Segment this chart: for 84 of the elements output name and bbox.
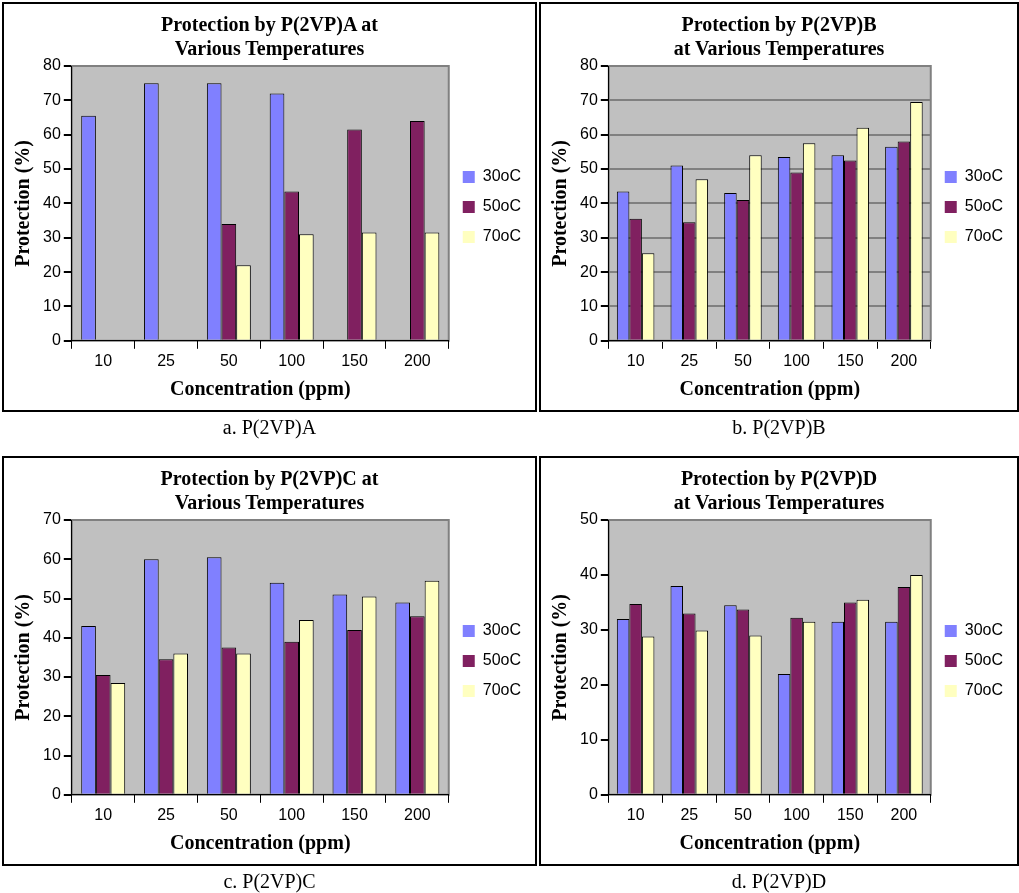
y-tick-label: 60: [580, 125, 598, 143]
x-tick-label: 150: [341, 351, 368, 369]
x-tick-label: 10: [626, 805, 645, 823]
text: b. P(2VP)B: [732, 416, 826, 441]
x-axis-title: Concentration (ppm): [679, 377, 861, 401]
x-tick-label: 10: [94, 351, 113, 369]
y-tick-label: 40: [43, 628, 61, 646]
x-tick-label: 200: [403, 351, 431, 369]
chart-title: Protection by P(2VP)B at Various Temperatures: [673, 13, 885, 61]
y-tick-label: 80: [580, 56, 598, 74]
y-axis-title: Protection (%): [11, 593, 35, 721]
x-tick-label: 200: [890, 351, 918, 369]
text: a. P(2VP)A: [222, 416, 317, 441]
x-tick-label: 150: [836, 805, 864, 823]
y-tick-label: 60: [43, 549, 61, 567]
legend-label: 70oC: [964, 681, 1003, 699]
x-axis-title: Concentration (ppm): [170, 831, 351, 855]
x-tick-label: 150: [341, 805, 368, 823]
legend-label: 70oC: [482, 681, 521, 699]
legend-label: 30oC: [482, 167, 521, 185]
y-tick-label: 20: [43, 262, 61, 280]
y-axis-title: Protection (%): [548, 139, 572, 267]
x-tick-label: 100: [278, 805, 306, 823]
x-tick-label: 50: [734, 351, 752, 369]
x-tick-label: 100: [783, 805, 811, 823]
y-tick-label: 70: [43, 90, 61, 108]
chart-title: Protection by P(2VP)D at Various Temperatures: [673, 467, 885, 515]
y-tick-label: 0: [51, 331, 61, 349]
y-tick-label: 20: [580, 262, 598, 280]
text: d. P(2VP)D: [731, 870, 827, 893]
y-tick-label: 70: [43, 510, 61, 528]
y-tick-label: 10: [580, 730, 598, 748]
legend-label: 50oC: [964, 197, 1003, 215]
y-tick-label: 40: [580, 193, 598, 211]
y-tick-label: 30: [580, 620, 598, 638]
y-tick-label: 70: [580, 90, 598, 108]
y-tick-label: 60: [43, 125, 61, 143]
x-tick-label: 50: [219, 351, 238, 369]
y-tick-label: 50: [580, 159, 598, 177]
x-axis-title: Concentration (ppm): [679, 831, 861, 855]
x-tick-label: 100: [783, 351, 811, 369]
y-tick-label: 50: [43, 159, 61, 177]
x-tick-label: 25: [157, 351, 176, 369]
y-tick-label: 50: [43, 588, 61, 606]
y-tick-label: 0: [51, 785, 61, 803]
y-tick-label: 0: [588, 785, 598, 803]
text: c. P(2VP)C: [223, 870, 316, 893]
y-tick-label: 20: [43, 706, 61, 724]
y-tick-label: 10: [43, 745, 61, 763]
legend-label: 30oC: [482, 621, 521, 639]
x-tick-label: 25: [157, 805, 176, 823]
y-tick-label: 80: [43, 56, 61, 74]
legend-label: 70oC: [964, 227, 1003, 245]
legend-label: 50oC: [964, 651, 1003, 669]
y-tick-label: 40: [43, 193, 61, 211]
x-tick-label: 100: [278, 351, 306, 369]
y-tick-label: 0: [588, 331, 598, 349]
x-tick-label: 25: [680, 351, 699, 369]
x-tick-label: 10: [626, 351, 645, 369]
y-tick-label: 40: [580, 565, 598, 583]
x-tick-label: 200: [403, 805, 431, 823]
y-axis-title: Protection (%): [548, 593, 572, 721]
y-tick-label: 30: [580, 228, 598, 246]
x-tick-label: 10: [94, 805, 113, 823]
x-tick-label: 200: [890, 805, 918, 823]
legend-label: 30oC: [964, 621, 1003, 639]
y-tick-label: 10: [580, 296, 598, 314]
x-tick-label: 25: [680, 805, 699, 823]
y-tick-label: 30: [43, 228, 61, 246]
x-tick-label: 150: [836, 351, 864, 369]
y-axis-title: Protection (%): [11, 139, 35, 267]
x-tick-label: 50: [734, 805, 752, 823]
legend-label: 30oC: [964, 167, 1003, 185]
chart-title: Protection by P(2VP)C at Various Temperatures: [160, 467, 379, 515]
y-tick-label: 10: [43, 296, 61, 314]
legend-label: 50oC: [482, 197, 521, 215]
legend-label: 70oC: [482, 227, 521, 245]
y-tick-label: 30: [43, 667, 61, 685]
y-tick-label: 50: [580, 510, 598, 528]
x-axis-title: Concentration (ppm): [170, 377, 351, 401]
y-tick-label: 20: [580, 675, 598, 693]
chart-title: Protection by P(2VP)A at Various Temperatures: [161, 13, 379, 61]
legend-label: 50oC: [482, 651, 521, 669]
x-tick-label: 50: [219, 805, 238, 823]
